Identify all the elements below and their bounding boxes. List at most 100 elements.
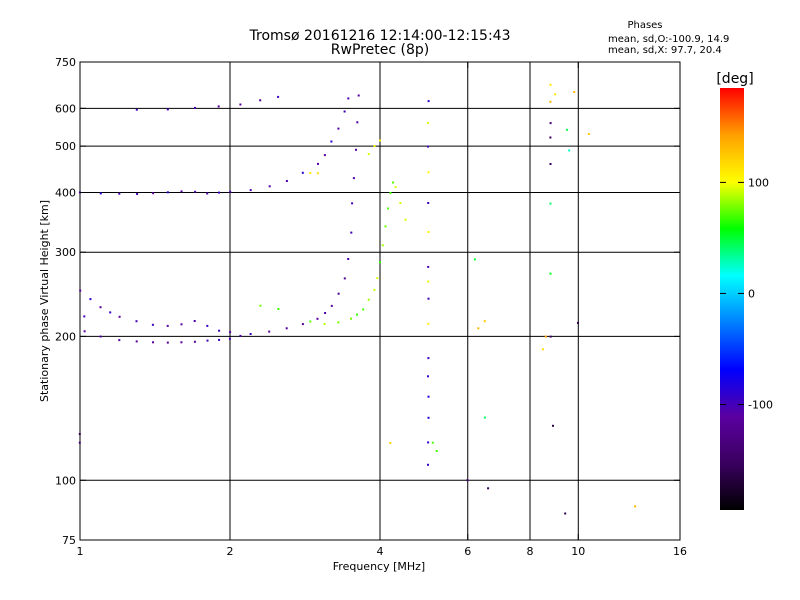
data-point xyxy=(487,487,490,490)
data-point xyxy=(387,207,390,210)
data-point xyxy=(83,330,86,333)
data-point xyxy=(136,193,139,195)
data-point xyxy=(427,357,430,360)
data-point xyxy=(427,231,430,233)
data-point xyxy=(351,202,354,205)
scatter-points xyxy=(78,83,637,515)
data-point xyxy=(316,317,319,320)
data-point xyxy=(218,329,221,332)
data-point xyxy=(356,313,358,316)
data-point xyxy=(180,341,183,344)
data-point xyxy=(99,306,102,309)
data-point xyxy=(309,320,312,323)
data-point xyxy=(229,190,232,193)
data-point xyxy=(135,340,138,343)
data-point xyxy=(301,323,304,326)
data-point xyxy=(99,192,102,195)
data-point xyxy=(427,416,430,419)
data-point xyxy=(427,265,430,268)
data-point xyxy=(337,321,340,324)
data-point xyxy=(309,172,312,174)
chart-subtitle: RwPretec (8p) xyxy=(331,42,429,58)
data-point xyxy=(118,315,121,318)
data-point xyxy=(427,100,430,103)
data-point xyxy=(399,202,402,204)
data-point xyxy=(347,258,350,260)
data-point xyxy=(218,338,221,341)
data-point xyxy=(549,122,552,125)
data-point xyxy=(259,304,262,307)
data-point xyxy=(473,258,476,261)
data-point xyxy=(379,139,381,142)
data-point xyxy=(206,192,209,195)
data-point xyxy=(356,121,359,124)
data-point xyxy=(317,162,319,165)
data-point xyxy=(367,298,370,301)
data-point xyxy=(166,191,169,194)
x-tick-label: 6 xyxy=(464,545,471,558)
chart-title: Tromsø 20161216 12:14:00-12:15:43 xyxy=(249,28,511,44)
phase-box-line-x: mean, sd,X: 97.7, 20.4 xyxy=(608,45,722,56)
data-point xyxy=(427,202,430,204)
data-point xyxy=(343,277,346,280)
data-point xyxy=(330,140,333,143)
x-tick-label: 16 xyxy=(673,545,687,558)
data-point xyxy=(277,308,280,310)
data-point xyxy=(316,172,319,175)
data-point xyxy=(206,324,209,327)
data-point xyxy=(362,308,365,311)
data-point xyxy=(118,192,121,195)
data-point xyxy=(427,375,429,378)
data-point xyxy=(549,163,552,165)
data-point xyxy=(564,512,567,515)
data-point xyxy=(228,337,231,340)
colorbar: [deg] 100 0 -100 xyxy=(716,71,773,510)
data-point xyxy=(152,192,155,195)
data-point xyxy=(89,298,92,301)
data-point xyxy=(166,341,169,344)
data-point xyxy=(379,261,381,264)
data-point xyxy=(466,479,469,482)
data-point xyxy=(554,93,557,96)
data-point xyxy=(109,311,112,314)
data-point xyxy=(373,145,376,148)
data-point xyxy=(389,192,392,194)
data-point xyxy=(194,106,196,109)
x-tick-label: 8 xyxy=(527,545,534,558)
data-point xyxy=(394,186,397,189)
data-point xyxy=(323,322,326,325)
data-point xyxy=(135,108,138,111)
data-point xyxy=(549,136,552,139)
data-point xyxy=(277,95,280,98)
data-point xyxy=(249,189,252,192)
data-point xyxy=(166,324,169,327)
data-point xyxy=(330,304,333,307)
data-point xyxy=(151,323,154,326)
data-point xyxy=(217,105,220,108)
data-point xyxy=(568,149,571,152)
y-tick-label: 400 xyxy=(55,186,76,199)
data-point xyxy=(549,202,552,205)
data-point xyxy=(249,333,252,335)
data-point xyxy=(324,312,327,314)
data-point xyxy=(337,292,340,295)
data-point xyxy=(427,297,430,300)
data-point xyxy=(427,463,429,466)
data-point xyxy=(78,191,81,194)
x-tick-label: 1 xyxy=(77,545,84,558)
data-point xyxy=(357,94,360,97)
data-point xyxy=(381,244,384,247)
data-point xyxy=(566,128,569,131)
data-point xyxy=(78,433,81,435)
data-point xyxy=(206,339,209,342)
axis-ticks: 1 2 4 6 8 10 16 75 100 200 300 400 500 600 750 xyxy=(55,56,687,558)
data-point xyxy=(427,395,430,398)
data-point xyxy=(587,133,590,135)
data-point xyxy=(389,442,392,444)
data-point xyxy=(427,441,430,444)
phase-box-line-o: mean, sd,O:-100.9, 14.9 xyxy=(608,34,729,45)
data-point xyxy=(427,145,429,148)
y-tick-label: 500 xyxy=(55,140,76,153)
